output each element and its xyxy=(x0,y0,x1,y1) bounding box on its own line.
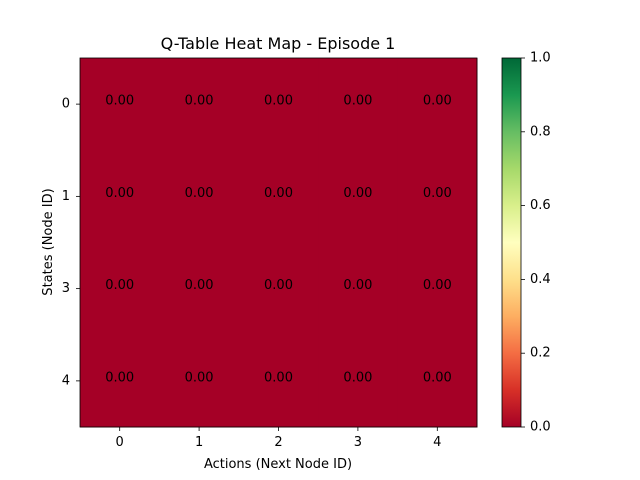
heatmap-cell xyxy=(159,242,240,336)
heatmap-cell xyxy=(159,58,240,151)
colorbar-tick-label: 0.6 xyxy=(530,198,551,213)
cell-value-label: 0.00 xyxy=(185,278,214,293)
cell-value-label: 0.00 xyxy=(105,94,134,109)
y-tick-label: 0 xyxy=(62,97,70,112)
heatmap-cell xyxy=(238,150,319,243)
colorbar-frame xyxy=(501,57,522,428)
cell-value-label: 0.00 xyxy=(264,94,293,109)
cell-value-label: 0.00 xyxy=(343,278,372,293)
plot-area: 0.00 0.00 0.00 0.00 0.00 0.00 0.00 0.00 0.00 0.00… xyxy=(62,57,478,450)
colorbar-tick-label: 0.2 xyxy=(530,346,551,361)
cell-value-label: 0.00 xyxy=(423,278,452,293)
heatmap-cell xyxy=(159,150,240,243)
y-tick-label: 1 xyxy=(62,189,70,204)
heatmap-cell xyxy=(80,150,160,243)
heatmap-cell xyxy=(80,334,160,428)
cell-value-label: 0.00 xyxy=(105,278,134,293)
cell-value-label: 0.00 xyxy=(343,370,372,385)
x-tick-label: 0 xyxy=(116,435,124,450)
cell-value-label: 0.00 xyxy=(105,370,134,385)
x-tick-label: 4 xyxy=(433,435,441,450)
heatmap-cell xyxy=(318,242,399,336)
cell-value-label: 0.00 xyxy=(185,94,214,109)
cell-value-label: 0.00 xyxy=(343,94,372,109)
x-tick-label: 1 xyxy=(195,435,203,450)
cell-value-label: 0.00 xyxy=(423,186,452,201)
cell-value-label: 0.00 xyxy=(264,278,293,293)
cell-value-label: 0.00 xyxy=(423,94,452,109)
heatmap-cell xyxy=(397,58,478,151)
heatmap-cell xyxy=(238,242,319,336)
cell-value-label: 0.00 xyxy=(264,186,293,201)
colorbar-tick-label: 0.4 xyxy=(530,272,551,287)
cell-value-label: 0.00 xyxy=(423,370,452,385)
heatmap-cell xyxy=(318,58,399,151)
x-tick-label: 2 xyxy=(274,435,282,450)
colorbar: 0.0 0.2 0.4 0.6 0.8 1.0 xyxy=(501,51,551,435)
heatmap-cell xyxy=(397,242,478,336)
colorbar-tick-label: 0.8 xyxy=(530,124,551,139)
cell-value-label: 0.00 xyxy=(185,370,214,385)
x-tick-label: 3 xyxy=(354,435,362,450)
chart-title: Q-Table Heat Map - Episode 1 xyxy=(161,34,396,53)
heatmap-cell xyxy=(397,334,478,428)
cell-value-label: 0.00 xyxy=(185,186,214,201)
y-tick-label: 3 xyxy=(62,281,70,296)
colorbar-tick-label: 1.0 xyxy=(530,51,551,66)
cell-value-label: 0.00 xyxy=(264,370,293,385)
y-axis-label: States (Node ID) xyxy=(41,188,56,295)
heatmap-cell xyxy=(159,334,240,428)
heatmap-cell xyxy=(80,242,160,336)
heatmap-cell xyxy=(80,58,160,151)
x-axis-label: Actions (Next Node ID) xyxy=(204,457,352,472)
cell-value-label: 0.00 xyxy=(343,186,372,201)
heatmap-cell xyxy=(318,334,399,428)
heatmap-cell xyxy=(238,334,319,428)
colorbar-tick-label: 0.0 xyxy=(530,420,551,435)
heatmap-cell xyxy=(318,150,399,243)
y-tick-label: 4 xyxy=(62,373,70,388)
heatmap-cell xyxy=(397,150,478,243)
heatmap-cell xyxy=(238,58,319,151)
cell-value-label: 0.00 xyxy=(105,186,134,201)
colorbar-gradient xyxy=(502,58,521,427)
